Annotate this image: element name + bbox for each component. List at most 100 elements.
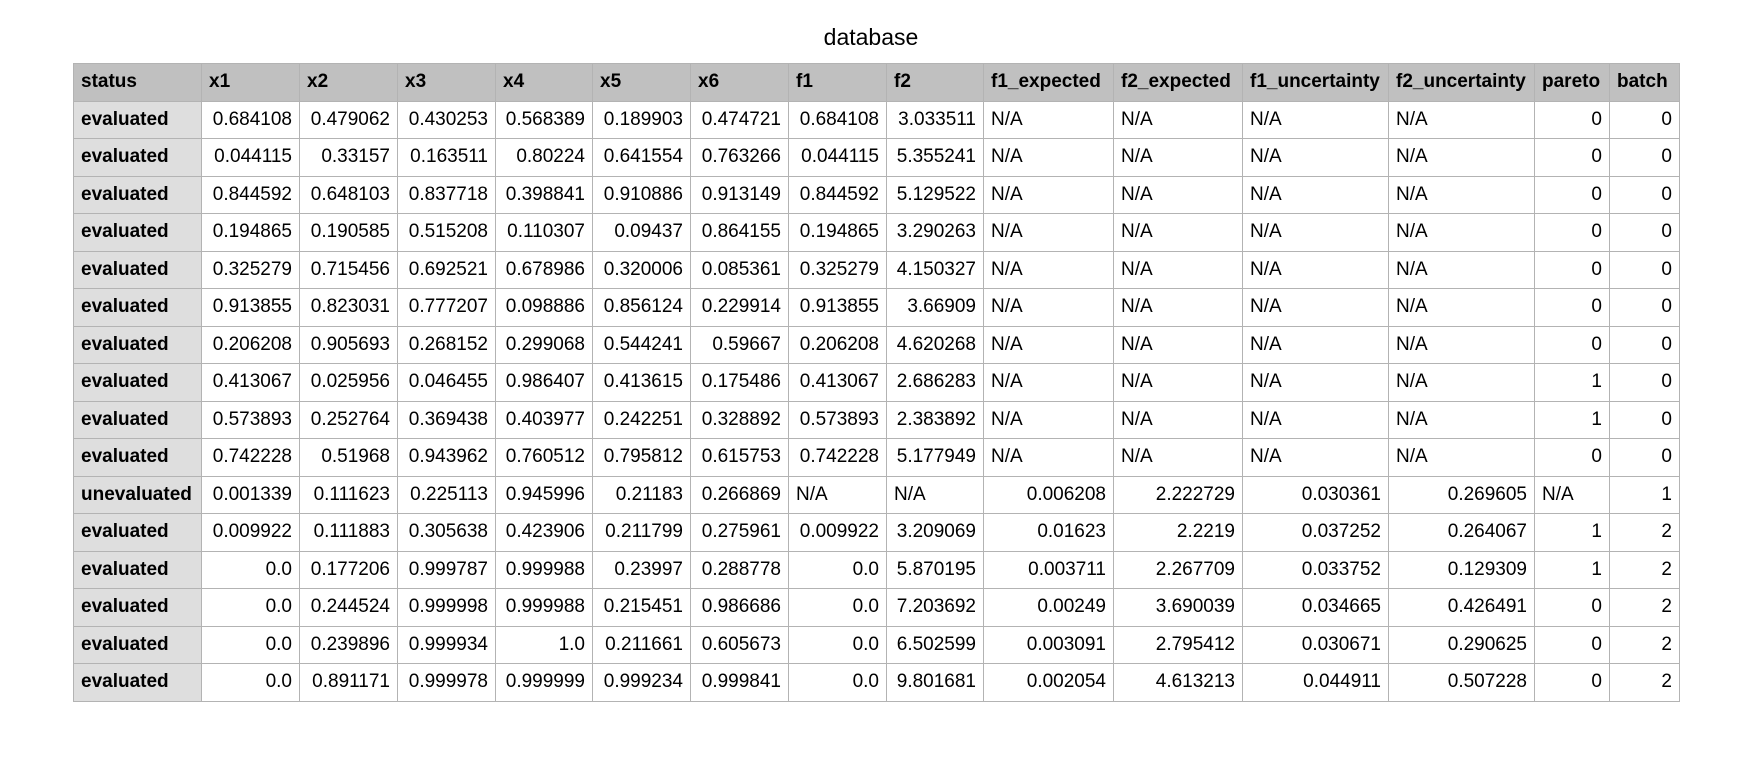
- status-cell: evaluated: [73, 213, 202, 252]
- cell-batch: 0: [1609, 175, 1680, 214]
- cell-batch: 2: [1609, 588, 1680, 627]
- cell-batch: 0: [1609, 138, 1680, 177]
- cell-pareto: 0: [1534, 175, 1610, 214]
- cell-f1: 0.0: [788, 588, 887, 627]
- column-header-f1-uncertainty: f1_uncertainty: [1242, 63, 1389, 102]
- table-row: evaluated 0.194865 0.190585 0.515208 0.11030…: [73, 213, 1680, 252]
- cell-x5: 0.910886: [592, 175, 691, 214]
- cell-f1-uncertainty: N/A: [1242, 175, 1389, 214]
- cell-pareto: 0: [1534, 325, 1610, 364]
- cell-f1-expected: N/A: [983, 363, 1114, 402]
- status-cell: evaluated: [73, 588, 202, 627]
- cell-x2: 0.177206: [299, 550, 398, 589]
- cell-f2-expected: N/A: [1113, 175, 1243, 214]
- cell-f1: 0.325279: [788, 250, 887, 289]
- status-cell: evaluated: [73, 100, 202, 139]
- cell-pareto: 0: [1534, 438, 1610, 477]
- cell-x3: 0.225113: [397, 475, 496, 514]
- column-header-x3: x3: [397, 63, 496, 102]
- cell-f1-expected: 0.00249: [983, 588, 1114, 627]
- column-header-pareto: pareto: [1534, 63, 1610, 102]
- table-row: evaluated 0.573893 0.252764 0.369438 0.40397…: [73, 400, 1680, 439]
- cell-f1: 0.413067: [788, 363, 887, 402]
- cell-x2: 0.252764: [299, 400, 398, 439]
- cell-x5: 0.413615: [592, 363, 691, 402]
- status-cell: evaluated: [73, 438, 202, 477]
- cell-x2: 0.239896: [299, 625, 398, 664]
- cell-f2: 3.66909: [886, 288, 984, 327]
- cell-f1: 0.0: [788, 625, 887, 664]
- column-header-x4: x4: [495, 63, 593, 102]
- cell-x5: 0.999234: [592, 663, 691, 702]
- cell-x3: 0.943962: [397, 438, 496, 477]
- cell-pareto: 0: [1534, 288, 1610, 327]
- status-cell: evaluated: [73, 513, 202, 552]
- cell-f2: 5.129522: [886, 175, 984, 214]
- cell-f1-uncertainty: N/A: [1242, 400, 1389, 439]
- column-header-status: status: [73, 63, 202, 102]
- cell-f2-uncertainty: N/A: [1388, 213, 1535, 252]
- cell-x5: 0.211799: [592, 513, 691, 552]
- cell-f2-expected: N/A: [1113, 138, 1243, 177]
- cell-f2-expected: N/A: [1113, 325, 1243, 364]
- cell-f2: 9.801681: [886, 663, 984, 702]
- cell-x1: 0.009922: [201, 513, 300, 552]
- cell-x6: 0.266869: [690, 475, 789, 514]
- cell-x2: 0.190585: [299, 213, 398, 252]
- cell-f1: 0.573893: [788, 400, 887, 439]
- cell-x4: 0.568389: [495, 100, 593, 139]
- cell-x3: 0.305638: [397, 513, 496, 552]
- cell-f2: 2.383892: [886, 400, 984, 439]
- cell-batch: 0: [1609, 363, 1680, 402]
- cell-x6: 0.275961: [690, 513, 789, 552]
- cell-x1: 0.913855: [201, 288, 300, 327]
- cell-f2-expected: 4.613213: [1113, 663, 1243, 702]
- cell-f1-expected: N/A: [983, 288, 1114, 327]
- cell-x1: 0.0: [201, 588, 300, 627]
- cell-f2: 3.209069: [886, 513, 984, 552]
- cell-x5: 0.211661: [592, 625, 691, 664]
- cell-x2: 0.905693: [299, 325, 398, 364]
- cell-x3: 0.837718: [397, 175, 496, 214]
- status-cell: evaluated: [73, 550, 202, 589]
- cell-x3: 0.999998: [397, 588, 496, 627]
- status-cell: evaluated: [73, 288, 202, 327]
- table-row: evaluated 0.0 0.239896 0.999934 1.0 0.211661 0…: [73, 625, 1680, 664]
- cell-f2-expected: 3.690039: [1113, 588, 1243, 627]
- cell-batch: 2: [1609, 663, 1680, 702]
- table-row: evaluated 0.0 0.244524 0.999998 0.999988 0.21…: [73, 588, 1680, 627]
- cell-x5: 0.215451: [592, 588, 691, 627]
- cell-f1-expected: N/A: [983, 213, 1114, 252]
- cell-x6: 0.229914: [690, 288, 789, 327]
- status-cell: evaluated: [73, 625, 202, 664]
- cell-x1: 0.742228: [201, 438, 300, 477]
- cell-f2-uncertainty: N/A: [1388, 288, 1535, 327]
- cell-x6: 0.615753: [690, 438, 789, 477]
- cell-f2: 3.290263: [886, 213, 984, 252]
- status-cell: evaluated: [73, 175, 202, 214]
- cell-x6: 0.913149: [690, 175, 789, 214]
- cell-f2: N/A: [886, 475, 984, 514]
- cell-batch: 0: [1609, 400, 1680, 439]
- cell-x1: 0.206208: [201, 325, 300, 364]
- cell-f1-expected: N/A: [983, 250, 1114, 289]
- cell-f2-uncertainty: N/A: [1388, 325, 1535, 364]
- cell-x2: 0.648103: [299, 175, 398, 214]
- cell-pareto: 1: [1534, 400, 1610, 439]
- cell-pareto: 0: [1534, 100, 1610, 139]
- cell-f2-uncertainty: N/A: [1388, 175, 1535, 214]
- cell-f2: 6.502599: [886, 625, 984, 664]
- cell-x4: 0.986407: [495, 363, 593, 402]
- cell-f2-uncertainty: 0.129309: [1388, 550, 1535, 589]
- column-header-f1-expected: f1_expected: [983, 63, 1114, 102]
- cell-f1-uncertainty: N/A: [1242, 325, 1389, 364]
- cell-f1-uncertainty: 0.033752: [1242, 550, 1389, 589]
- cell-x6: 0.763266: [690, 138, 789, 177]
- cell-x5: 0.856124: [592, 288, 691, 327]
- cell-f1: 0.206208: [788, 325, 887, 364]
- cell-f1-expected: N/A: [983, 138, 1114, 177]
- cell-f1: 0.0: [788, 550, 887, 589]
- cell-f2-expected: 2.222729: [1113, 475, 1243, 514]
- cell-f1-expected: 0.01623: [983, 513, 1114, 552]
- cell-f2-expected: N/A: [1113, 250, 1243, 289]
